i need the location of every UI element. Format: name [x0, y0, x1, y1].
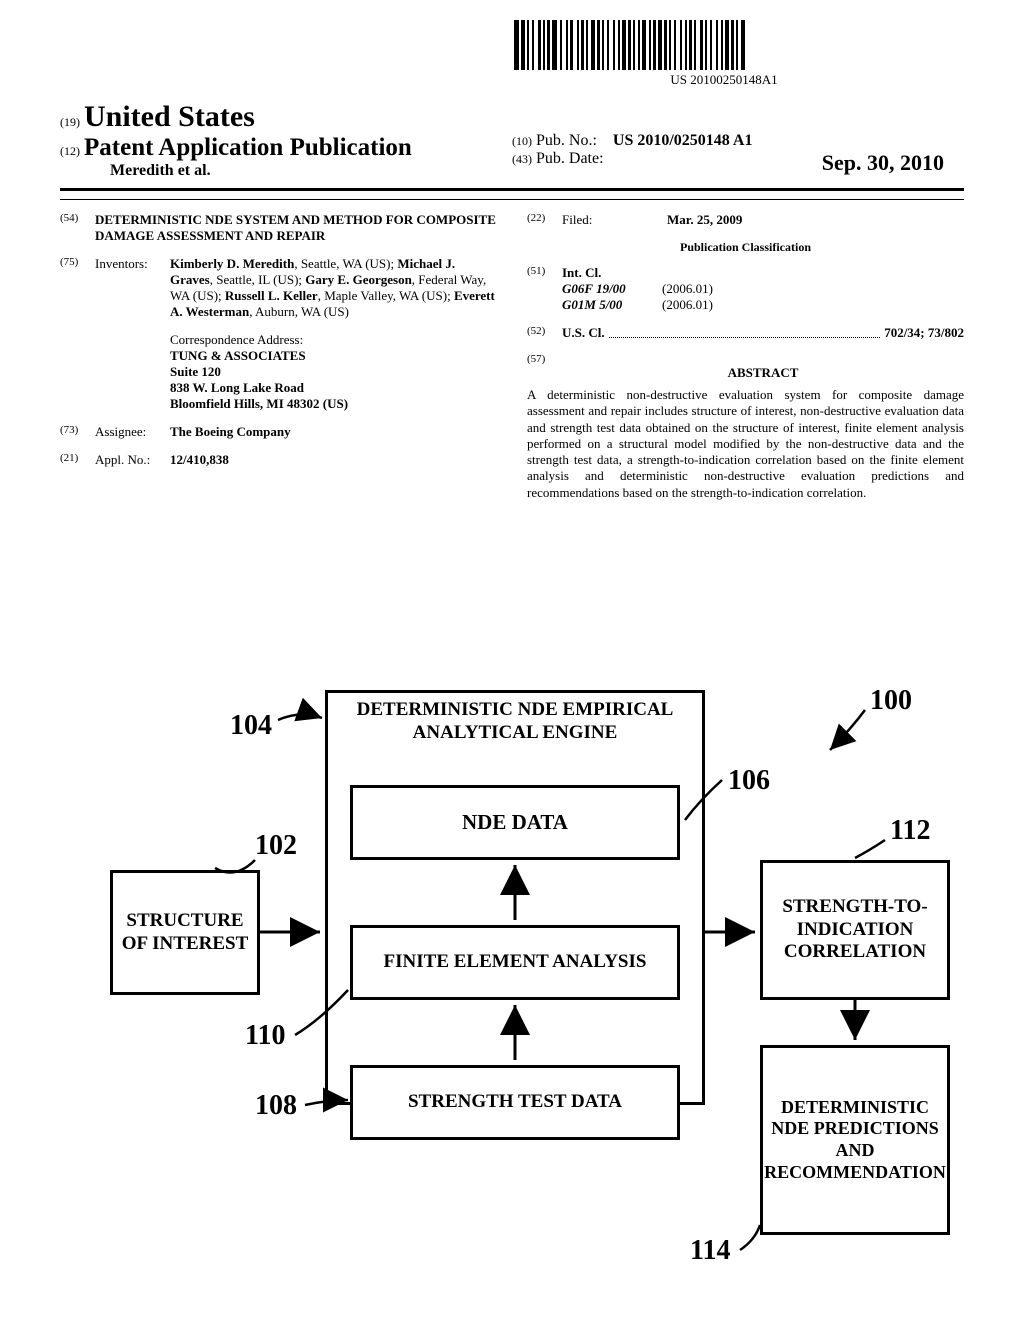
- assignee-value: The Boeing Company: [170, 424, 497, 440]
- diagram-ref-corr: 112: [890, 815, 930, 847]
- pub-date-value: Sep. 30, 2010: [822, 150, 944, 176]
- barcode-graphic: [514, 20, 934, 70]
- appl-value: 12/410,838: [170, 452, 497, 468]
- us-cl-num: (52): [527, 325, 562, 341]
- pub-no-value: US 2010/0250148 A1: [613, 132, 753, 149]
- pub-date-label: Pub. Date:: [536, 150, 604, 167]
- header-right: (10) Pub. No.: US 2010/0250148 A1 (43) P…: [512, 132, 964, 176]
- pub-no-label: Pub. No.:: [536, 132, 597, 149]
- correspondence-address: Correspondence Address: TUNG & ASSOCIATE…: [170, 332, 497, 412]
- country-prefix: (19): [60, 115, 80, 129]
- right-column: (22) Filed: Mar. 25, 2009 Publication Cl…: [527, 212, 964, 501]
- pub-date-prefix: (43): [512, 152, 532, 166]
- us-cl-row: (52) U.S. Cl. 702/34; 73/802: [527, 325, 964, 341]
- doc-type-line: (12) Patent Application Publication: [60, 134, 512, 162]
- us-cl-value: 702/34; 73/802: [884, 325, 964, 341]
- authors-line: Meredith et al.: [60, 162, 512, 180]
- int-cl-label: Int. Cl.: [562, 265, 964, 281]
- filed-value: Mar. 25, 2009: [667, 212, 964, 228]
- header-left: (19) United States (12) Patent Applicati…: [60, 100, 512, 180]
- assignee-num: (73): [60, 424, 95, 440]
- diagram-box-structure: STRUCTURE OF INTEREST: [110, 870, 260, 995]
- filed-row: (22) Filed: Mar. 25, 2009: [527, 212, 964, 228]
- inventors-value: Kimberly D. Meredith, Seattle, WA (US); …: [170, 256, 497, 320]
- filed-label: Filed:: [562, 212, 637, 228]
- divider-thin: [60, 199, 964, 200]
- appl-num: (21): [60, 452, 95, 468]
- us-cl-value-text: 702/34; 73/802: [884, 325, 964, 340]
- inventors-num: (75): [60, 256, 95, 320]
- diagram-box-fea: FINITE ELEMENT ANALYSIS: [350, 925, 680, 1000]
- corr-line: 838 W. Long Lake Road: [170, 380, 497, 396]
- abstract-header: ABSTRACT: [562, 365, 964, 381]
- assignee-row: (73) Assignee: The Boeing Company: [60, 424, 497, 440]
- corr-label: Correspondence Address:: [170, 332, 497, 348]
- inventors-label: Inventors:: [95, 256, 170, 320]
- inventors-row: (75) Inventors: Kimberly D. Meredith, Se…: [60, 256, 497, 320]
- diagram-ref-pred: 114: [690, 1235, 730, 1267]
- corr-line: Bloomfield Hills, MI 48302 (US): [170, 396, 497, 412]
- assignee-label: Assignee:: [95, 424, 170, 440]
- diagram-ref-nde: 106: [728, 765, 770, 797]
- diagram-ref-engine: 104: [230, 710, 272, 742]
- doc-type: Patent Application Publication: [84, 134, 412, 161]
- int-cl-item: G01M 5/00(2006.01): [562, 297, 964, 313]
- title-row: (54) DETERMINISTIC NDE SYSTEM AND METHOD…: [60, 212, 497, 244]
- diagram-box-nde: NDE DATA: [350, 785, 680, 860]
- abstract-header-row: (57) ABSTRACT: [527, 353, 964, 387]
- diagram-ref-fea: 110: [245, 1020, 285, 1052]
- diagram-box-strength: STRENGTH TEST DATA: [350, 1065, 680, 1140]
- country: United States: [84, 100, 255, 133]
- appl-row: (21) Appl. No.: 12/410,838: [60, 452, 497, 468]
- appl-label: Appl. No.:: [95, 452, 170, 468]
- pub-no-line: (10) Pub. No.: US 2010/0250148 A1: [512, 132, 964, 150]
- us-cl-label: U.S. Cl.: [562, 325, 605, 341]
- int-cl-num: (51): [527, 265, 562, 313]
- figure-diagram: DETERMINISTIC NDE EMPIRICAL ANALYTICAL E…: [60, 680, 960, 1260]
- country-line: (19) United States: [60, 100, 512, 134]
- int-cl-item: G06F 19/00(2006.01): [562, 281, 964, 297]
- abstract-text: A deterministic non-destructive evaluati…: [527, 387, 964, 501]
- us-cl-dots: [609, 325, 881, 338]
- invention-title: DETERMINISTIC NDE SYSTEM AND METHOD FOR …: [95, 212, 497, 244]
- pub-class-header: Publication Classification: [527, 240, 964, 255]
- int-cl-row: (51) Int. Cl. G06F 19/00(2006.01)G01M 5/…: [527, 265, 964, 313]
- corr-line: TUNG & ASSOCIATES: [170, 348, 497, 364]
- filed-num: (22): [527, 212, 562, 228]
- diagram-box-engine: DETERMINISTIC NDE EMPIRICAL ANALYTICAL E…: [325, 690, 705, 1105]
- doc-type-prefix: (12): [60, 144, 80, 158]
- barcode-text: US 20100250148A1: [514, 72, 934, 88]
- diagram-ref-strength: 108: [255, 1090, 297, 1122]
- diagram-ref-structure: 102: [255, 830, 297, 862]
- barcode-region: US 20100250148A1: [514, 20, 934, 88]
- patent-header: (19) United States (12) Patent Applicati…: [60, 100, 964, 180]
- diagram-box-pred: DETERMINISTIC NDE PREDICTIONS AND RECOMM…: [760, 1045, 950, 1235]
- bibliographic-columns: (54) DETERMINISTIC NDE SYSTEM AND METHOD…: [60, 212, 964, 501]
- title-num: (54): [60, 212, 95, 244]
- diagram-box-corr: STRENGTH-TO-INDICATION CORRELATION: [760, 860, 950, 1000]
- pub-no-prefix: (10): [512, 134, 532, 148]
- pub-date-line: (43) Pub. Date: Sep. 30, 2010: [512, 150, 964, 168]
- divider-thick: [60, 188, 964, 191]
- left-column: (54) DETERMINISTIC NDE SYSTEM AND METHOD…: [60, 212, 497, 501]
- abstract-num: (57): [527, 353, 562, 387]
- corr-line: Suite 120: [170, 364, 497, 380]
- diagram-ref-system: 100: [870, 685, 912, 717]
